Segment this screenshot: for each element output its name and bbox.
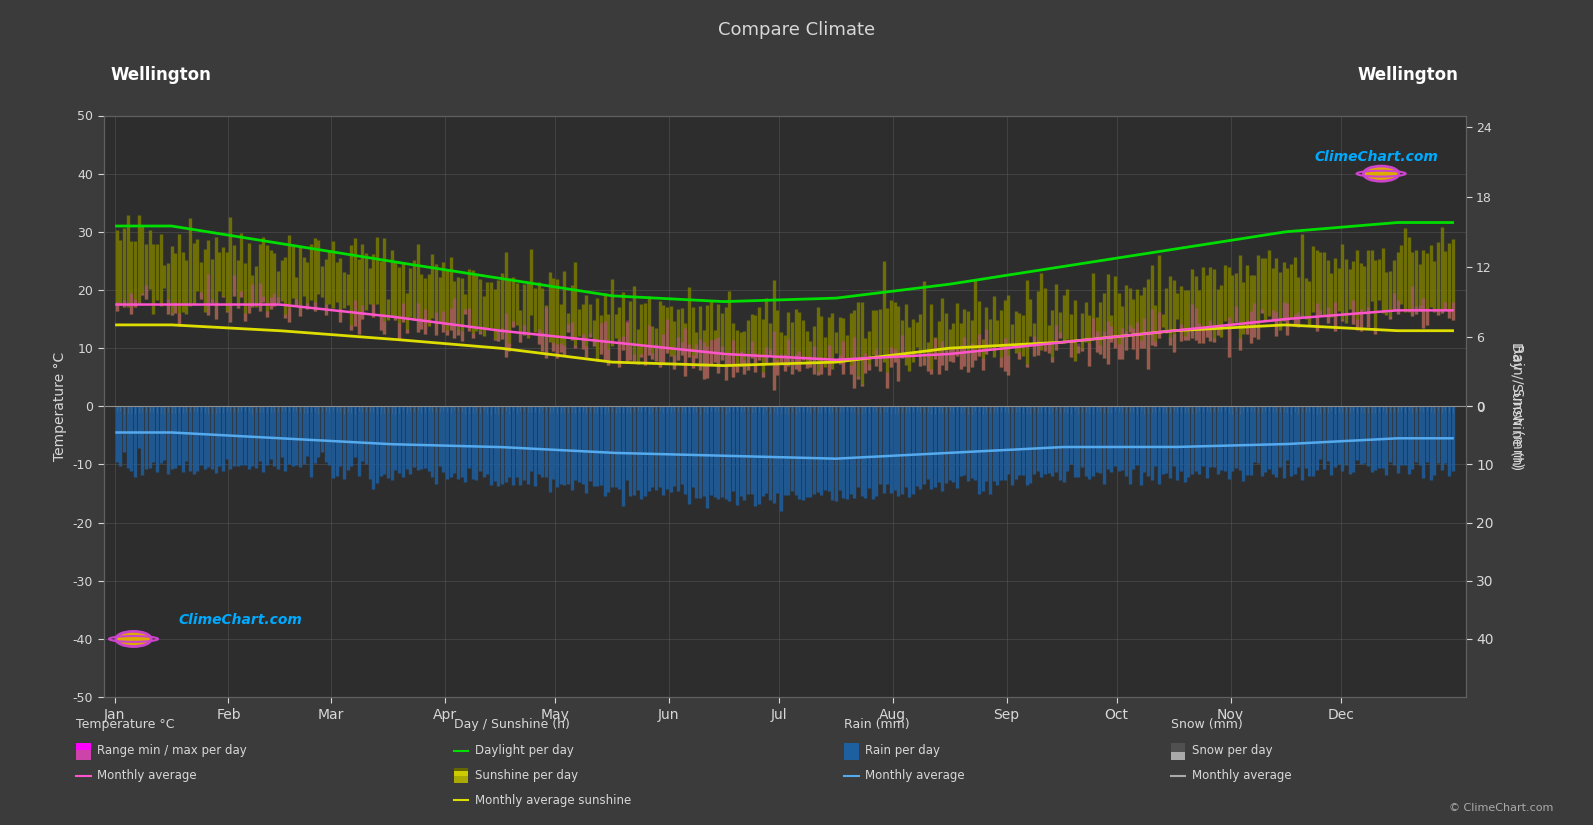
Circle shape xyxy=(116,631,151,647)
Text: Rain (mm): Rain (mm) xyxy=(844,718,910,731)
Text: Monthly average sunshine: Monthly average sunshine xyxy=(475,794,631,807)
Text: Sunshine per day: Sunshine per day xyxy=(475,769,578,782)
Text: Monthly average: Monthly average xyxy=(1192,769,1292,782)
Text: Wellington: Wellington xyxy=(110,65,212,83)
Text: ClimeChart.com: ClimeChart.com xyxy=(178,613,303,627)
Text: Monthly average: Monthly average xyxy=(97,769,198,782)
Text: Temperature °C: Temperature °C xyxy=(76,718,175,731)
Text: Monthly average: Monthly average xyxy=(865,769,965,782)
Text: © ClimeChart.com: © ClimeChart.com xyxy=(1448,803,1553,813)
Text: Day / Sunshine (h): Day / Sunshine (h) xyxy=(454,718,570,731)
Circle shape xyxy=(1364,166,1399,182)
Text: Snow per day: Snow per day xyxy=(1192,744,1273,757)
Text: ClimeChart.com: ClimeChart.com xyxy=(1314,150,1438,164)
Text: Daylight per day: Daylight per day xyxy=(475,744,573,757)
Text: Snow (mm): Snow (mm) xyxy=(1171,718,1243,731)
Y-axis label: Day / Sunshine (h): Day / Sunshine (h) xyxy=(1509,342,1523,470)
Text: Rain per day: Rain per day xyxy=(865,744,940,757)
Text: Wellington: Wellington xyxy=(1357,65,1459,83)
Text: Range min / max per day: Range min / max per day xyxy=(97,744,247,757)
Text: Compare Climate: Compare Climate xyxy=(718,21,875,39)
Y-axis label: Rain / Snow (mm): Rain / Snow (mm) xyxy=(1510,345,1525,468)
Y-axis label: Temperature °C: Temperature °C xyxy=(53,351,67,461)
